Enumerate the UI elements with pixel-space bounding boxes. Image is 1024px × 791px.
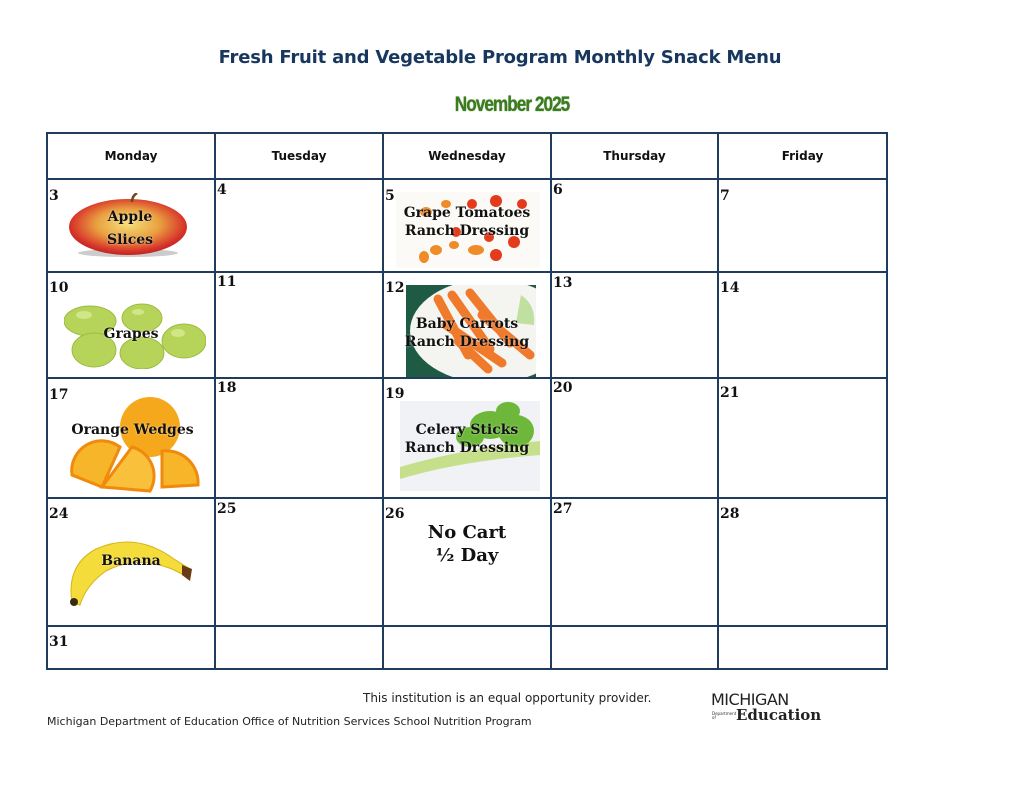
apple-icon xyxy=(69,193,187,257)
michigan-education-logo: MICHIGAN Department of Education xyxy=(711,690,821,726)
week-row: 3 Apple Slices 4 5 Grape Tomatoes Ra xyxy=(46,178,888,273)
day-number: 25 xyxy=(217,501,237,517)
week-row: 24 Banana 25 26 No Cart ½ Day 27 28 xyxy=(46,497,888,627)
day-cell: 14 xyxy=(717,271,888,379)
weekday-thursday: Thursday xyxy=(550,132,719,180)
day-cell: 17 Orange Wedges xyxy=(46,377,216,499)
calendar-grid: Monday Tuesday Wednesday Thursday Friday… xyxy=(46,132,888,670)
weekday-friday: Friday xyxy=(717,132,888,180)
logo-michigan-text: MICHIGAN xyxy=(711,690,789,709)
day-cell: 28 xyxy=(717,497,888,627)
day-number: 24 xyxy=(49,506,69,522)
banana-icon xyxy=(70,541,192,606)
grapes-icon xyxy=(64,303,206,369)
no-cart-note: No Cart ½ Day xyxy=(427,522,507,566)
week-row: 10 Grapes 11 12 xyxy=(46,271,888,379)
day-number: 11 xyxy=(217,274,237,290)
day-cell xyxy=(382,625,552,670)
weekday-header-row: Monday Tuesday Wednesday Thursday Friday xyxy=(46,132,888,180)
day-number: 21 xyxy=(720,385,740,401)
day-number: 19 xyxy=(385,386,405,402)
day-number: 14 xyxy=(720,280,740,296)
menu-item-label: Celery Sticks Ranch Dressing xyxy=(404,422,530,456)
day-cell: 31 xyxy=(46,625,216,670)
day-cell: 26 No Cart ½ Day xyxy=(382,497,552,627)
day-number: 18 xyxy=(217,380,237,396)
day-cell: 27 xyxy=(550,497,719,627)
baby-carrots-icon xyxy=(406,285,536,376)
day-number: 12 xyxy=(385,280,405,296)
menu-item-label: Grapes xyxy=(103,326,159,342)
menu-item-label: Baby Carrots Ranch Dressing xyxy=(404,316,530,350)
day-cell: 24 Banana xyxy=(46,497,216,627)
day-number: 20 xyxy=(553,380,573,396)
logo-education-text: Education xyxy=(736,706,822,724)
day-cell: 25 xyxy=(214,497,384,627)
day-number: 27 xyxy=(553,501,573,517)
menu-item-label: Banana xyxy=(101,553,161,569)
day-cell: 19 Celery Sticks Ranch Dressing xyxy=(382,377,552,499)
department-footer: Michigan Department of Education Office … xyxy=(47,715,532,728)
day-number: 7 xyxy=(720,188,730,204)
day-cell: 12 Baby Carrots Ranch Dressing xyxy=(382,271,552,379)
day-number: 28 xyxy=(720,506,740,522)
day-number: 6 xyxy=(553,182,563,198)
day-cell: 5 Grape Tomatoes Ranch Dressing xyxy=(382,178,552,273)
weekday-tuesday: Tuesday xyxy=(214,132,384,180)
day-cell: 13 xyxy=(550,271,719,379)
day-cell: 18 xyxy=(214,377,384,499)
day-number: 17 xyxy=(49,387,69,403)
menu-item-label: Apple Slices xyxy=(106,209,154,248)
logo-department-text: Department of xyxy=(712,711,737,720)
weekday-monday: Monday xyxy=(46,132,216,180)
day-number: 31 xyxy=(49,634,69,650)
day-cell: 10 Grapes xyxy=(46,271,216,379)
day-number: 5 xyxy=(385,188,395,204)
day-number: 4 xyxy=(217,182,227,198)
month-title: November 2025 xyxy=(454,93,571,116)
equal-opportunity-statement: This institution is an equal opportunity… xyxy=(363,691,652,705)
day-number: 13 xyxy=(553,275,573,291)
day-cell: 21 xyxy=(717,377,888,499)
day-cell: 4 xyxy=(214,178,384,273)
day-cell xyxy=(214,625,384,670)
celery-icon xyxy=(400,401,540,491)
menu-item-label: Orange Wedges xyxy=(71,422,194,438)
day-cell: 20 xyxy=(550,377,719,499)
day-number: 3 xyxy=(49,188,59,204)
weekday-wednesday: Wednesday xyxy=(382,132,552,180)
day-cell xyxy=(717,625,888,670)
day-cell: 7 xyxy=(717,178,888,273)
oranges-icon xyxy=(70,397,200,493)
day-cell xyxy=(550,625,719,670)
day-cell: 3 Apple Slices xyxy=(46,178,216,273)
week-row: 31 xyxy=(46,625,888,670)
day-cell: 6 xyxy=(550,178,719,273)
day-number: 26 xyxy=(385,506,405,522)
grape-tomatoes-icon xyxy=(396,192,540,268)
week-row: 17 Orange Wedges 18 19 Celery Sticks Ran… xyxy=(46,377,888,499)
day-number: 10 xyxy=(49,280,69,296)
page-title: Fresh Fruit and Vegetable Program Monthl… xyxy=(218,47,782,68)
day-cell: 11 xyxy=(214,271,384,379)
menu-item-label: Grape Tomatoes Ranch Dressing xyxy=(403,205,531,239)
